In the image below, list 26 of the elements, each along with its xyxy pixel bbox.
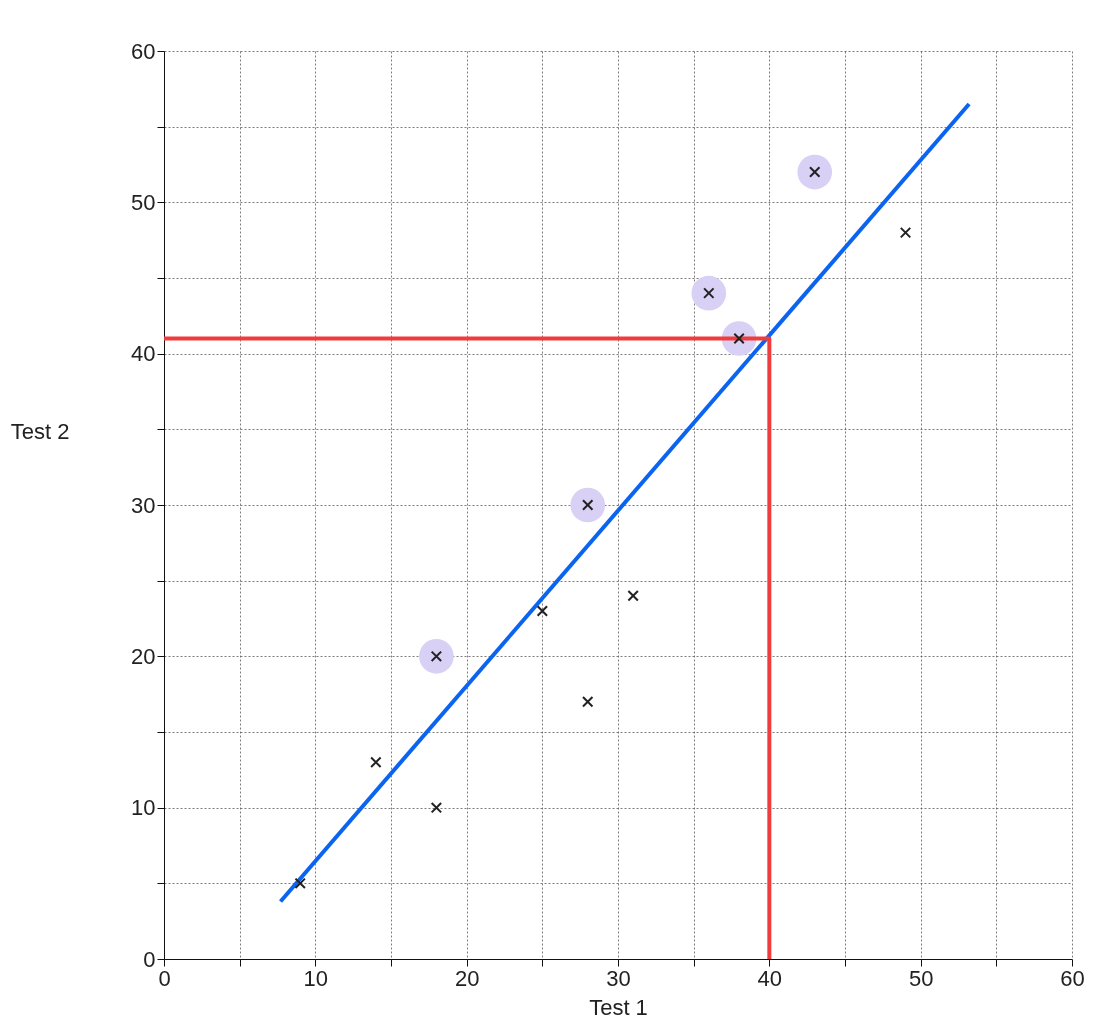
y-tick-label: 40 <box>131 341 156 367</box>
point <box>536 605 549 617</box>
x-tick-label: 30 <box>606 965 631 991</box>
point <box>581 695 594 708</box>
y-tick-label: 60 <box>131 38 156 64</box>
y-axis-title: Test 2 <box>10 418 70 444</box>
y-tick-label: 20 <box>131 643 156 669</box>
point <box>370 756 382 769</box>
y-tick-label: 30 <box>131 492 156 518</box>
point <box>691 275 727 311</box>
x-tick-label: 10 <box>303 965 329 991</box>
x-tick-label: 50 <box>908 965 934 991</box>
x-tick-label: 40 <box>757 965 783 991</box>
point <box>899 226 912 239</box>
point <box>430 801 443 814</box>
point <box>570 487 606 523</box>
point <box>797 154 833 190</box>
y-tick-label: 50 <box>131 189 156 215</box>
x-tick-label: 60 <box>1060 965 1085 991</box>
point <box>419 639 454 674</box>
x-axis-title: Test 1 <box>589 994 648 1020</box>
x-tick-label: 20 <box>454 965 480 991</box>
y-tick-label: 0 <box>143 946 156 972</box>
y-tick-label: 10 <box>131 795 156 821</box>
point <box>294 877 306 890</box>
point <box>627 590 639 602</box>
